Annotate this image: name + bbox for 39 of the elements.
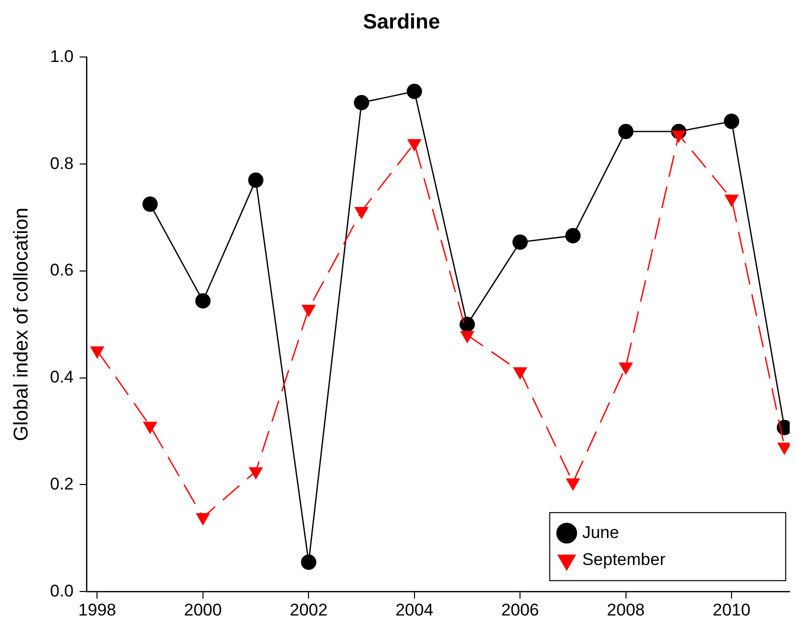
point [778,442,790,454]
x-tick-label: 2000 [184,600,222,620]
point [406,84,422,100]
point [142,196,158,212]
y-tick-label: 0.8 [50,154,74,173]
y-tick-label: 0.6 [50,260,74,280]
point [195,293,211,309]
y-axis-title: Global index of collocation [10,208,33,442]
y-tick-label: 1.0 [50,46,74,66]
x-tick-label: 2004 [395,600,434,620]
point [460,330,474,343]
point [302,304,316,317]
point [249,467,263,480]
y-tick-label: 0.2 [50,474,74,494]
y-tick-label: 0.4 [50,368,74,387]
legend-label: June [582,522,620,542]
point [143,422,157,434]
legend-label: September [582,550,666,569]
point [354,94,370,110]
point [618,124,634,140]
point [196,513,210,525]
point [566,478,580,490]
x-tick-label: 2010 [712,600,750,620]
point [460,316,475,332]
point [724,194,738,206]
x-tick-label: 2008 [606,600,645,620]
x-tick-label: 2006 [501,600,540,620]
point [513,367,527,380]
x-tick-label: 1998 [78,600,116,620]
point [724,114,740,129]
point [354,206,368,219]
point [619,362,633,374]
point [565,228,581,244]
point [90,346,104,358]
x-tick-label: 2002 [290,600,328,620]
point [248,172,264,188]
chart-title: Sardine [362,10,440,34]
point [512,234,528,250]
y-tick-label: 0.0 [50,581,74,600]
